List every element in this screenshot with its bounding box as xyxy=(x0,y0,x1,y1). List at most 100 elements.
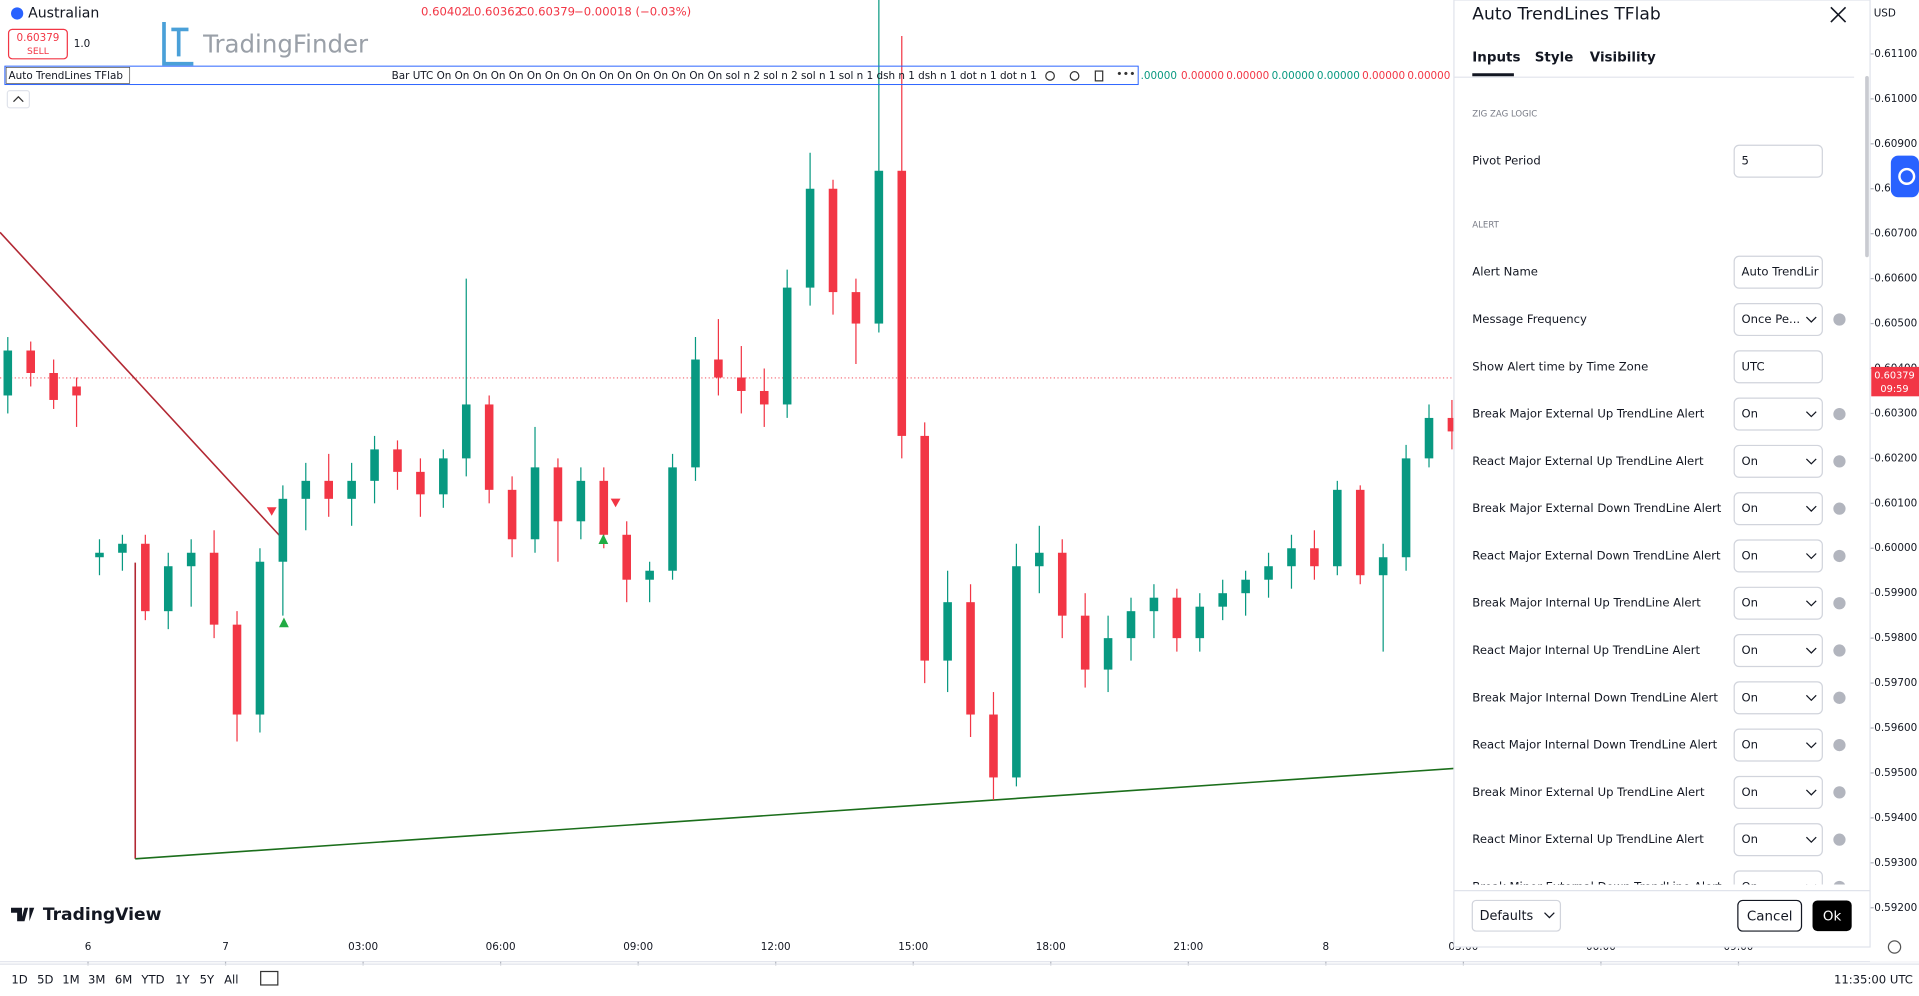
cancel-label[interactable]: Cancel xyxy=(1747,909,1793,924)
chevron xyxy=(1805,742,1817,749)
info-icon[interactable] xyxy=(1833,738,1846,752)
dropdown[interactable] xyxy=(1733,397,1823,431)
dropdown[interactable] xyxy=(1733,302,1823,337)
eye-icon[interactable] xyxy=(1045,71,1055,81)
info-icon[interactable] xyxy=(1833,880,1846,893)
buy-marker xyxy=(279,617,289,628)
dropdown[interactable] xyxy=(1733,681,1823,715)
settings-icon[interactable] xyxy=(1069,71,1080,81)
dropdown[interactable] xyxy=(1733,870,1823,903)
dropdown[interactable] xyxy=(1733,775,1823,809)
buy-marker xyxy=(598,534,609,544)
axis-settings[interactable] xyxy=(1887,940,1902,954)
info-icon[interactable] xyxy=(1833,691,1846,704)
range-button[interactable]: 6M xyxy=(115,973,132,987)
input-value[interactable]: 5 xyxy=(1742,154,1749,168)
tab[interactable]: Style xyxy=(1535,51,1574,66)
text-input[interactable] xyxy=(1733,144,1823,178)
x-tick-label: 06:00 xyxy=(486,941,516,953)
range-button[interactable]: 5Y xyxy=(200,973,215,987)
input-value[interactable]: On xyxy=(1742,596,1759,610)
input-value[interactable]: On xyxy=(1742,643,1759,657)
sell-price[interactable]: 0.60379 xyxy=(16,32,59,44)
input-value[interactable]: Once Pe... xyxy=(1742,312,1801,326)
defaults-button[interactable] xyxy=(1471,899,1562,932)
trendline xyxy=(135,767,1455,860)
input-value[interactable]: On xyxy=(1742,454,1759,468)
indicator-legend[interactable] xyxy=(4,65,1139,86)
text-input[interactable] xyxy=(1733,255,1823,289)
dropdown[interactable] xyxy=(1733,633,1823,668)
input-value[interactable]: On xyxy=(1742,407,1759,421)
candle-body xyxy=(828,188,838,293)
dropdown[interactable] xyxy=(1733,539,1823,573)
input-value[interactable]: On xyxy=(1742,548,1759,562)
tab[interactable]: Inputs xyxy=(1472,51,1520,66)
indicator-name-box[interactable] xyxy=(5,67,131,84)
cancel-button[interactable] xyxy=(1737,899,1803,932)
ok-label[interactable]: Ok xyxy=(1823,909,1842,924)
indicator-name[interactable]: Auto TrendLines TFlab xyxy=(9,70,124,82)
clock: 11:35:00 UTC xyxy=(1834,973,1913,987)
dropdown[interactable] xyxy=(1733,823,1823,857)
candle-body xyxy=(1012,566,1021,778)
candle-body xyxy=(1401,458,1411,558)
sell-button[interactable] xyxy=(7,28,68,60)
candle-body xyxy=(72,386,81,396)
info-icon[interactable] xyxy=(1833,644,1846,657)
input-value[interactable]: On xyxy=(1742,785,1759,799)
candle-body xyxy=(370,449,379,481)
input-value[interactable]: On xyxy=(1742,738,1759,752)
range-button[interactable]: All xyxy=(224,973,238,987)
range-button[interactable]: 3M xyxy=(88,973,105,987)
input-value[interactable]: On xyxy=(1742,501,1759,515)
chevron xyxy=(1805,647,1817,654)
dropdown[interactable] xyxy=(1733,586,1823,620)
delete-icon[interactable] xyxy=(1094,70,1104,82)
dropdown[interactable] xyxy=(1733,728,1823,762)
input-value[interactable]: Auto TrendLir xyxy=(1742,265,1819,279)
chevron xyxy=(1805,694,1817,702)
text-input[interactable] xyxy=(1733,350,1823,384)
range-button[interactable]: 1M xyxy=(62,973,79,987)
dropdown[interactable] xyxy=(1733,492,1823,526)
scrollbar[interactable] xyxy=(1865,75,1869,258)
date-range-icon[interactable] xyxy=(260,970,279,986)
range-button[interactable]: 1D xyxy=(11,973,27,987)
y-tick-label: 0.60300 xyxy=(1874,407,1917,419)
indicator-output: 0.00000 xyxy=(1362,70,1405,82)
input-label: React Major Internal Up TrendLine Alert xyxy=(1472,643,1700,657)
more-icon[interactable]: ••• xyxy=(1116,68,1135,81)
tab[interactable]: Visibility xyxy=(1590,51,1656,66)
dropdown[interactable] xyxy=(1733,444,1823,478)
candle-body xyxy=(26,350,36,373)
section-title: ZIG ZAG LOGIC xyxy=(1472,109,1537,119)
range-button[interactable]: YTD xyxy=(140,973,164,987)
info-icon[interactable] xyxy=(1833,502,1846,515)
range-button[interactable]: 5D xyxy=(37,973,53,987)
candle-body xyxy=(347,480,356,499)
info-icon[interactable] xyxy=(1833,833,1846,846)
candle-body xyxy=(759,390,769,405)
ok-button[interactable] xyxy=(1812,900,1852,932)
candle-body xyxy=(1035,552,1044,567)
info-icon[interactable] xyxy=(1833,455,1846,468)
input-value[interactable]: On xyxy=(1742,690,1759,704)
info-icon[interactable] xyxy=(1833,786,1846,799)
info-icon[interactable] xyxy=(1833,407,1846,421)
collapse-button[interactable] xyxy=(6,90,30,109)
candle-body xyxy=(599,480,609,535)
chevron xyxy=(1805,789,1817,796)
sell-label[interactable]: SELL xyxy=(27,46,50,57)
info-icon[interactable] xyxy=(1833,549,1846,563)
input-label: Show Alert time by Time Zone xyxy=(1472,359,1648,373)
side-button[interactable] xyxy=(1890,155,1919,198)
input-value[interactable]: On xyxy=(1742,832,1759,846)
info-icon[interactable] xyxy=(1833,313,1846,326)
defaults-label[interactable]: Defaults xyxy=(1480,909,1534,924)
input-value[interactable]: UTC xyxy=(1742,359,1765,373)
close-button[interactable] xyxy=(1830,6,1847,23)
range-button[interactable]: 1Y xyxy=(175,973,190,987)
input-value[interactable]: On xyxy=(1742,879,1759,893)
info-icon[interactable] xyxy=(1833,597,1846,610)
